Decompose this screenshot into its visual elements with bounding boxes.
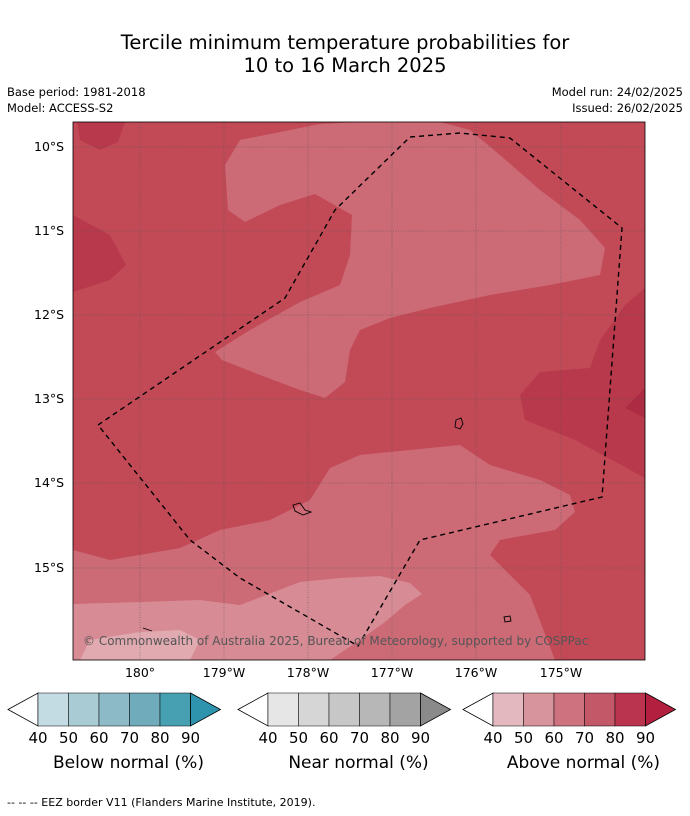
- lon-tick-label: 177°W: [370, 665, 414, 680]
- colorbar-low-arrow: [462, 692, 494, 727]
- field-80-nw: [77, 122, 125, 150]
- colorbar-tick-label: 50: [58, 729, 79, 747]
- colorbar-tick-label: 70: [119, 729, 140, 747]
- eez-border: [96, 132, 623, 647]
- colorbar-low-arrow: [7, 692, 39, 727]
- lat-tick-label: 14°S: [34, 475, 65, 490]
- colorbar-tick-label: 70: [349, 729, 370, 747]
- lon-tick-label: 179°W: [202, 665, 246, 680]
- lon-tick-label: 178°W: [286, 665, 330, 680]
- lat-tick-label: 12°S: [34, 307, 65, 322]
- colorbar-tick-label: 40: [28, 729, 48, 747]
- copyright-text: © Commonwealth of Australia 2025, Bureau…: [83, 634, 588, 648]
- colorbar-segment: [129, 692, 161, 727]
- footer-note: -- -- -- EEZ border V11 (Flanders Marine…: [7, 796, 316, 809]
- island-2: [292, 502, 313, 516]
- issued-date: Issued: 26/02/2025: [572, 101, 683, 115]
- colorbar-tick-label: 90: [180, 729, 201, 747]
- field-90-east: [625, 388, 645, 418]
- page-title: Tercile minimum temperature probabilitie…: [0, 31, 690, 77]
- lon-tick-label: 175°W: [539, 665, 583, 680]
- colorbar-tick-label: 40: [483, 729, 503, 747]
- island-3: [503, 615, 512, 623]
- colorbar-segment: [37, 692, 69, 727]
- colorbar-segment: [68, 692, 100, 727]
- colorbar-graphic: [462, 692, 677, 727]
- colorbar-high-arrow: [190, 692, 222, 727]
- lat-tick-label: 10°S: [34, 139, 65, 154]
- colorbar-segment: [553, 692, 585, 727]
- colorbar-tick-label: 80: [605, 729, 625, 747]
- model-run: Model run: 24/02/2025: [551, 85, 683, 99]
- graticule: [73, 122, 645, 660]
- colorbar-tick-label: 90: [410, 729, 431, 747]
- colorbar-segment: [328, 692, 360, 727]
- colorbar-tick-label: 60: [544, 729, 564, 747]
- forecast-map: © Commonwealth of Australia 2025, Bureau…: [72, 121, 646, 661]
- title-line-1: Tercile minimum temperature probabilitie…: [120, 31, 570, 54]
- colorbar-segment: [584, 692, 616, 727]
- colorbar-tick-label: 80: [150, 729, 170, 747]
- island-1: [454, 417, 464, 430]
- base-period: Base period: 1981-2018: [7, 85, 146, 99]
- colorbar-segment: [389, 692, 421, 727]
- lat-tick-label: 15°S: [34, 560, 65, 575]
- title-line-2: 10 to 16 March 2025: [243, 54, 447, 77]
- colorbar-segment: [492, 692, 524, 727]
- colorbar-segment: [267, 692, 299, 727]
- colorbar-segment: [159, 692, 191, 727]
- colorbar-tick-label: 70: [574, 729, 595, 747]
- probability-field: © Commonwealth of Australia 2025, Bureau…: [73, 122, 645, 660]
- colorbar-segment: [359, 692, 391, 727]
- colorbar-tick-label: 90: [635, 729, 656, 747]
- meta-right: Model run: 24/02/2025 Issued: 26/02/2025: [552, 84, 683, 116]
- colorbar-segment: [298, 692, 330, 727]
- lat-tick-label: 11°S: [34, 223, 65, 238]
- colorbar-segment: [523, 692, 555, 727]
- colorbar-high-arrow: [645, 692, 677, 727]
- colorbar-high-arrow: [420, 692, 452, 727]
- model-name: Model: ACCESS-S2: [7, 101, 114, 115]
- field-60-central: [215, 122, 605, 398]
- colorbar-graphic: [237, 692, 452, 727]
- lon-tick-label: 176°W: [454, 665, 498, 680]
- colorbar-label: Near normal (%): [288, 753, 429, 773]
- colorbar-label: Below normal (%): [53, 753, 204, 773]
- colorbar-tick-label: 40: [258, 729, 278, 747]
- lon-tick-label: 180°: [124, 665, 156, 680]
- island-4: [142, 627, 153, 632]
- colorbar-tick-label: 60: [89, 729, 109, 747]
- map-frame: [72, 121, 646, 661]
- lat-tick-label: 13°S: [34, 391, 65, 406]
- colorbar-tick-label: 60: [319, 729, 339, 747]
- colorbar-tick-label: 50: [513, 729, 534, 747]
- field-80-west: [73, 215, 126, 292]
- colorbar-segment: [614, 692, 646, 727]
- colorbar-segment: [98, 692, 130, 727]
- colorbar-label: Above normal (%): [506, 753, 661, 773]
- colorbar-tick-label: 80: [380, 729, 400, 747]
- colorbar-graphic: [7, 692, 222, 727]
- meta-left: Base period: 1981-2018 Model: ACCESS-S2: [7, 84, 146, 116]
- colorbar-tick-label: 50: [288, 729, 309, 747]
- colorbar-low-arrow: [237, 692, 269, 727]
